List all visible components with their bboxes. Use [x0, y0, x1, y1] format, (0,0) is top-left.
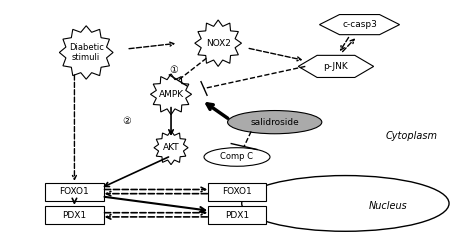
Text: salidroside: salidroside: [250, 118, 299, 127]
Text: ②: ②: [122, 116, 131, 126]
Ellipse shape: [228, 110, 322, 134]
Polygon shape: [319, 15, 400, 35]
Text: Nucleus: Nucleus: [368, 201, 407, 211]
Text: AMPK: AMPK: [158, 90, 183, 99]
FancyBboxPatch shape: [45, 206, 104, 224]
Text: FOXO1: FOXO1: [60, 187, 89, 196]
Polygon shape: [154, 131, 188, 165]
Text: ①: ①: [169, 65, 178, 75]
Text: p-JNK: p-JNK: [324, 62, 348, 71]
Ellipse shape: [204, 148, 270, 166]
Polygon shape: [150, 74, 191, 115]
Text: FOXO1: FOXO1: [222, 187, 252, 196]
Text: AKT: AKT: [163, 143, 179, 152]
FancyBboxPatch shape: [208, 183, 266, 200]
FancyBboxPatch shape: [208, 206, 266, 224]
Text: PDX1: PDX1: [225, 211, 249, 219]
Text: c-casp3: c-casp3: [342, 20, 377, 29]
Polygon shape: [59, 26, 113, 79]
Polygon shape: [298, 55, 374, 78]
Text: Cytoplasm: Cytoplasm: [385, 131, 438, 141]
Text: PDX1: PDX1: [63, 211, 86, 219]
Polygon shape: [195, 20, 242, 67]
Text: Diabetic
stimuli: Diabetic stimuli: [69, 43, 104, 62]
FancyBboxPatch shape: [45, 183, 104, 200]
Ellipse shape: [242, 176, 449, 231]
Text: NOX2: NOX2: [206, 39, 230, 48]
Text: Comp C: Comp C: [220, 153, 254, 161]
